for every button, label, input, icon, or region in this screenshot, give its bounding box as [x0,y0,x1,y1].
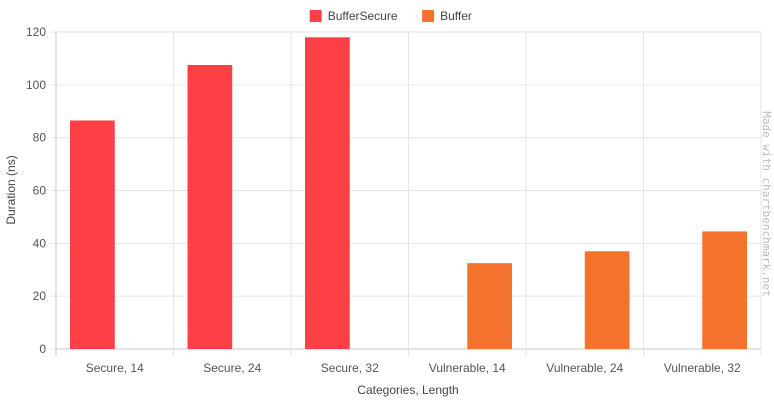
x-tick-label: Secure, 14 [86,361,144,375]
y-tick-label: 40 [33,236,47,250]
x-tick-label: Secure, 32 [321,361,379,375]
bar-buffer-4 [584,251,630,349]
y-axis-title: Duration (ns) [4,155,18,224]
y-tick-label: 80 [33,131,47,145]
gridlines [51,31,762,356]
x-axis-title: Categories, Length [357,383,458,397]
y-tick-label: 0 [39,342,46,356]
x-tick-label: Vulnerable, 14 [429,361,506,375]
legend-label-buffer: Buffer [440,9,472,23]
y-axis-ticks: 0 20 40 60 80 100 120 [26,25,46,356]
legend: BufferSecure Buffer [309,9,472,23]
y-tick-label: 100 [26,78,46,92]
bars [70,37,747,350]
legend-label-buffersecure: BufferSecure [328,9,398,23]
y-tick-label: 60 [33,184,47,198]
y-tick-label: 20 [33,289,47,303]
watermark-text: Made with chartbenchmark.net [760,111,773,296]
bar-buffersecure-2 [305,37,350,350]
bar-buffer-5 [702,231,747,349]
bar-buffersecure-0 [70,120,115,349]
x-tick-label: Vulnerable, 32 [664,361,741,375]
x-tick-label: Secure, 24 [203,361,261,375]
legend-swatch-buffer [422,10,435,22]
bar-buffer-3 [467,263,512,349]
bar-buffersecure-1 [187,65,233,349]
legend-swatch-buffersecure [309,10,322,22]
x-tick-label: Vulnerable, 24 [546,361,623,375]
x-axis-ticks: Secure, 14 Secure, 24 Secure, 32 Vulnerable… [86,361,741,375]
y-tick-label: 120 [26,25,46,39]
